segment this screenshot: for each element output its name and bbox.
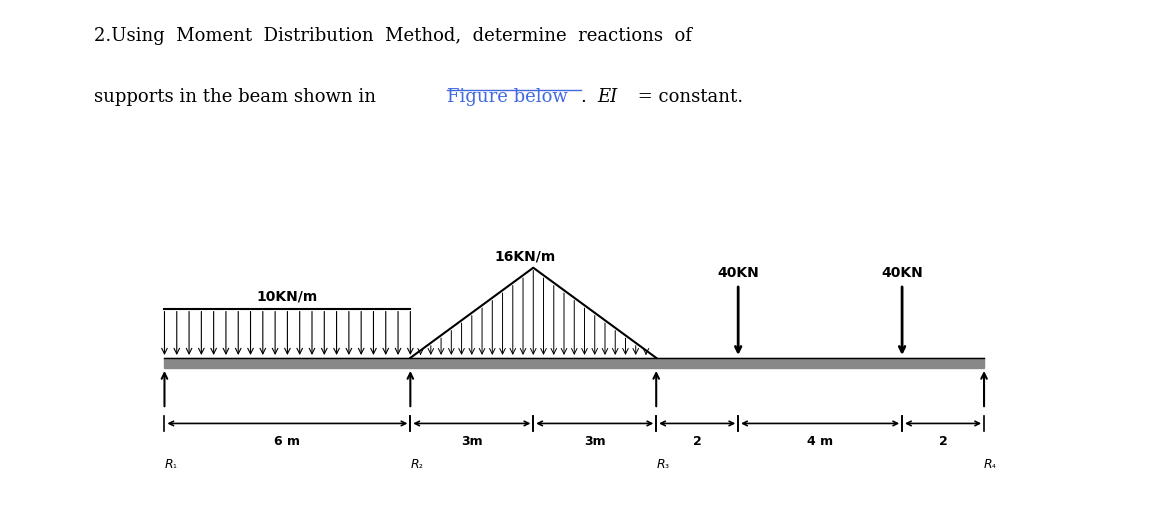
Text: 10KN/m: 10KN/m <box>257 290 318 304</box>
Text: EI: EI <box>597 88 617 106</box>
Text: 16KN/m: 16KN/m <box>494 250 555 264</box>
Text: 4 m: 4 m <box>807 435 833 448</box>
Text: supports in the beam shown in: supports in the beam shown in <box>94 88 381 106</box>
Text: 2.Using  Moment  Distribution  Method,  determine  reactions  of: 2.Using Moment Distribution Method, dete… <box>94 27 691 45</box>
Text: R: R <box>656 458 665 471</box>
Text: 40KN: 40KN <box>881 266 924 280</box>
Text: Figure below: Figure below <box>447 88 567 106</box>
Text: ₁: ₁ <box>173 460 177 470</box>
Text: R: R <box>165 458 173 471</box>
Text: ₂: ₂ <box>419 460 422 470</box>
Text: = constant.: = constant. <box>632 88 743 106</box>
Text: 6 m: 6 m <box>275 435 300 448</box>
Text: 2: 2 <box>939 435 947 448</box>
Text: 40KN: 40KN <box>718 266 759 280</box>
Text: ₃: ₃ <box>664 460 669 470</box>
Text: .: . <box>581 88 593 106</box>
Text: 3m: 3m <box>584 435 606 448</box>
Text: R: R <box>410 458 419 471</box>
Bar <box>165 358 984 368</box>
Text: R: R <box>984 458 992 471</box>
Text: 2: 2 <box>693 435 701 448</box>
Text: 3m: 3m <box>461 435 483 448</box>
Text: ₄: ₄ <box>992 460 996 470</box>
